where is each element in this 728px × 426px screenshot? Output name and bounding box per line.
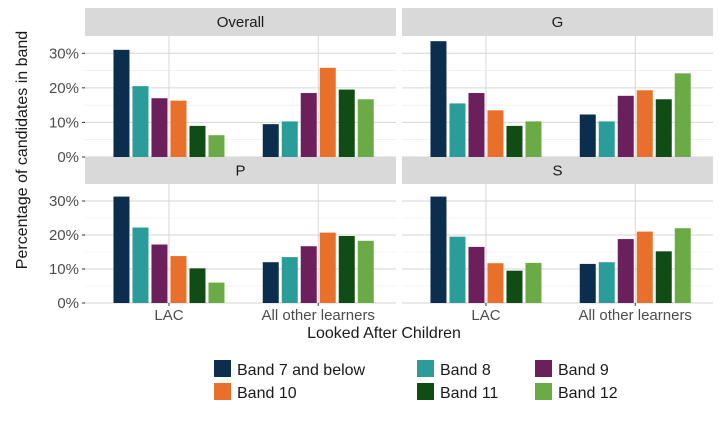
bar: [525, 262, 542, 303]
bar: [262, 124, 279, 157]
bar: [281, 121, 298, 157]
x-tick-label: LAC: [154, 307, 183, 324]
panel-overall: Overall: [85, 8, 396, 158]
legend-item: Band 11: [417, 383, 499, 402]
legend-item: Band 10: [214, 383, 297, 402]
bar: [674, 228, 691, 303]
bar: [579, 263, 596, 303]
panel-strip: [85, 157, 396, 184]
panels-layer: Overall G P S: [85, 8, 713, 304]
y-tick-label: 10%: [49, 114, 79, 131]
bar: [132, 227, 149, 303]
bar: [319, 232, 336, 303]
panel-strip: [402, 8, 713, 36]
bar: [525, 121, 542, 157]
panel-s: S: [402, 157, 713, 304]
bar: [617, 95, 634, 157]
panel-strip-title: Overall: [217, 14, 265, 31]
bar: [300, 246, 317, 303]
y-tick-label: 30%: [49, 193, 79, 210]
bar: [357, 99, 374, 157]
legend-label: Band 7 and below: [237, 362, 366, 379]
bar: [655, 251, 672, 303]
bar: [319, 67, 336, 157]
bar: [113, 49, 130, 158]
legend-item: Band 8: [417, 360, 491, 379]
legend-label: Band 12: [558, 385, 618, 402]
legend-item: Band 12: [535, 383, 618, 402]
bar: [300, 93, 317, 157]
bar: [506, 125, 523, 157]
bar: [487, 263, 504, 303]
bar: [430, 41, 447, 157]
panel-p: P: [85, 157, 396, 304]
bar: [338, 236, 355, 303]
bar: [113, 196, 130, 303]
panel-strip-title: S: [552, 163, 562, 180]
bar: [132, 86, 149, 157]
y-tick-label: 0%: [57, 149, 79, 166]
bar: [151, 244, 168, 303]
legend-label: Band 8: [440, 362, 491, 379]
bar: [357, 240, 374, 303]
y-axis: 0% 10% 20% 30% 0% 10% 20% 30%: [49, 45, 85, 312]
bar: [636, 90, 653, 157]
bar: [151, 98, 168, 157]
bar: [506, 270, 523, 303]
bar: [617, 239, 634, 303]
y-tick-label: 20%: [49, 80, 79, 97]
bar: [468, 246, 485, 303]
x-tick-label: All other learners: [262, 307, 375, 324]
panel-strip-title: G: [552, 14, 564, 31]
bar: [208, 135, 225, 157]
bar: [170, 256, 187, 303]
bar: [598, 121, 615, 157]
legend-swatch: [214, 383, 231, 400]
bar: [281, 257, 298, 303]
legend-swatch: [417, 360, 434, 377]
bar: [338, 89, 355, 157]
legend-item: Band 9: [535, 360, 609, 379]
legend-label: Band 11: [440, 385, 499, 402]
legend-swatch: [535, 360, 552, 377]
x-axis-title: Looked After Children: [307, 325, 461, 342]
legend: Band 7 and below Band 8 Band 9 Band 10 Band …: [214, 360, 618, 402]
legend-swatch: [214, 360, 231, 377]
panel-strip: [85, 8, 396, 36]
y-axis-title: Percentage of candidates in band: [14, 31, 31, 269]
bar: [655, 99, 672, 157]
bar: [262, 262, 279, 303]
legend-swatch: [535, 383, 552, 400]
y-tick-label: 30%: [49, 45, 79, 62]
legend-item: Band 7 and below: [214, 360, 366, 379]
bar: [636, 231, 653, 303]
x-tick-label: All other learners: [579, 307, 692, 324]
bar: [170, 100, 187, 157]
bar: [468, 93, 485, 157]
bar: [674, 73, 691, 157]
x-tick-label: LAC: [471, 307, 500, 324]
bar: [487, 110, 504, 157]
bar: [579, 114, 596, 157]
panel-g: G: [402, 8, 713, 158]
legend-swatch: [417, 383, 434, 400]
bar: [598, 262, 615, 303]
y-tick-label: 10%: [49, 261, 79, 278]
panel-strip-title: P: [235, 163, 245, 180]
x-axis: LAC All other learners LAC All other learne…: [154, 303, 692, 324]
bar: [430, 196, 447, 303]
y-tick-label: 0%: [57, 295, 79, 312]
y-tick-label: 20%: [49, 227, 79, 244]
bar: [449, 103, 466, 157]
legend-label: Band 10: [237, 385, 297, 402]
bar: [449, 236, 466, 303]
bar: [208, 282, 225, 303]
legend-label: Band 9: [558, 362, 609, 379]
bar: [189, 268, 206, 303]
panel-strip: [402, 157, 713, 184]
bar: [189, 125, 206, 157]
